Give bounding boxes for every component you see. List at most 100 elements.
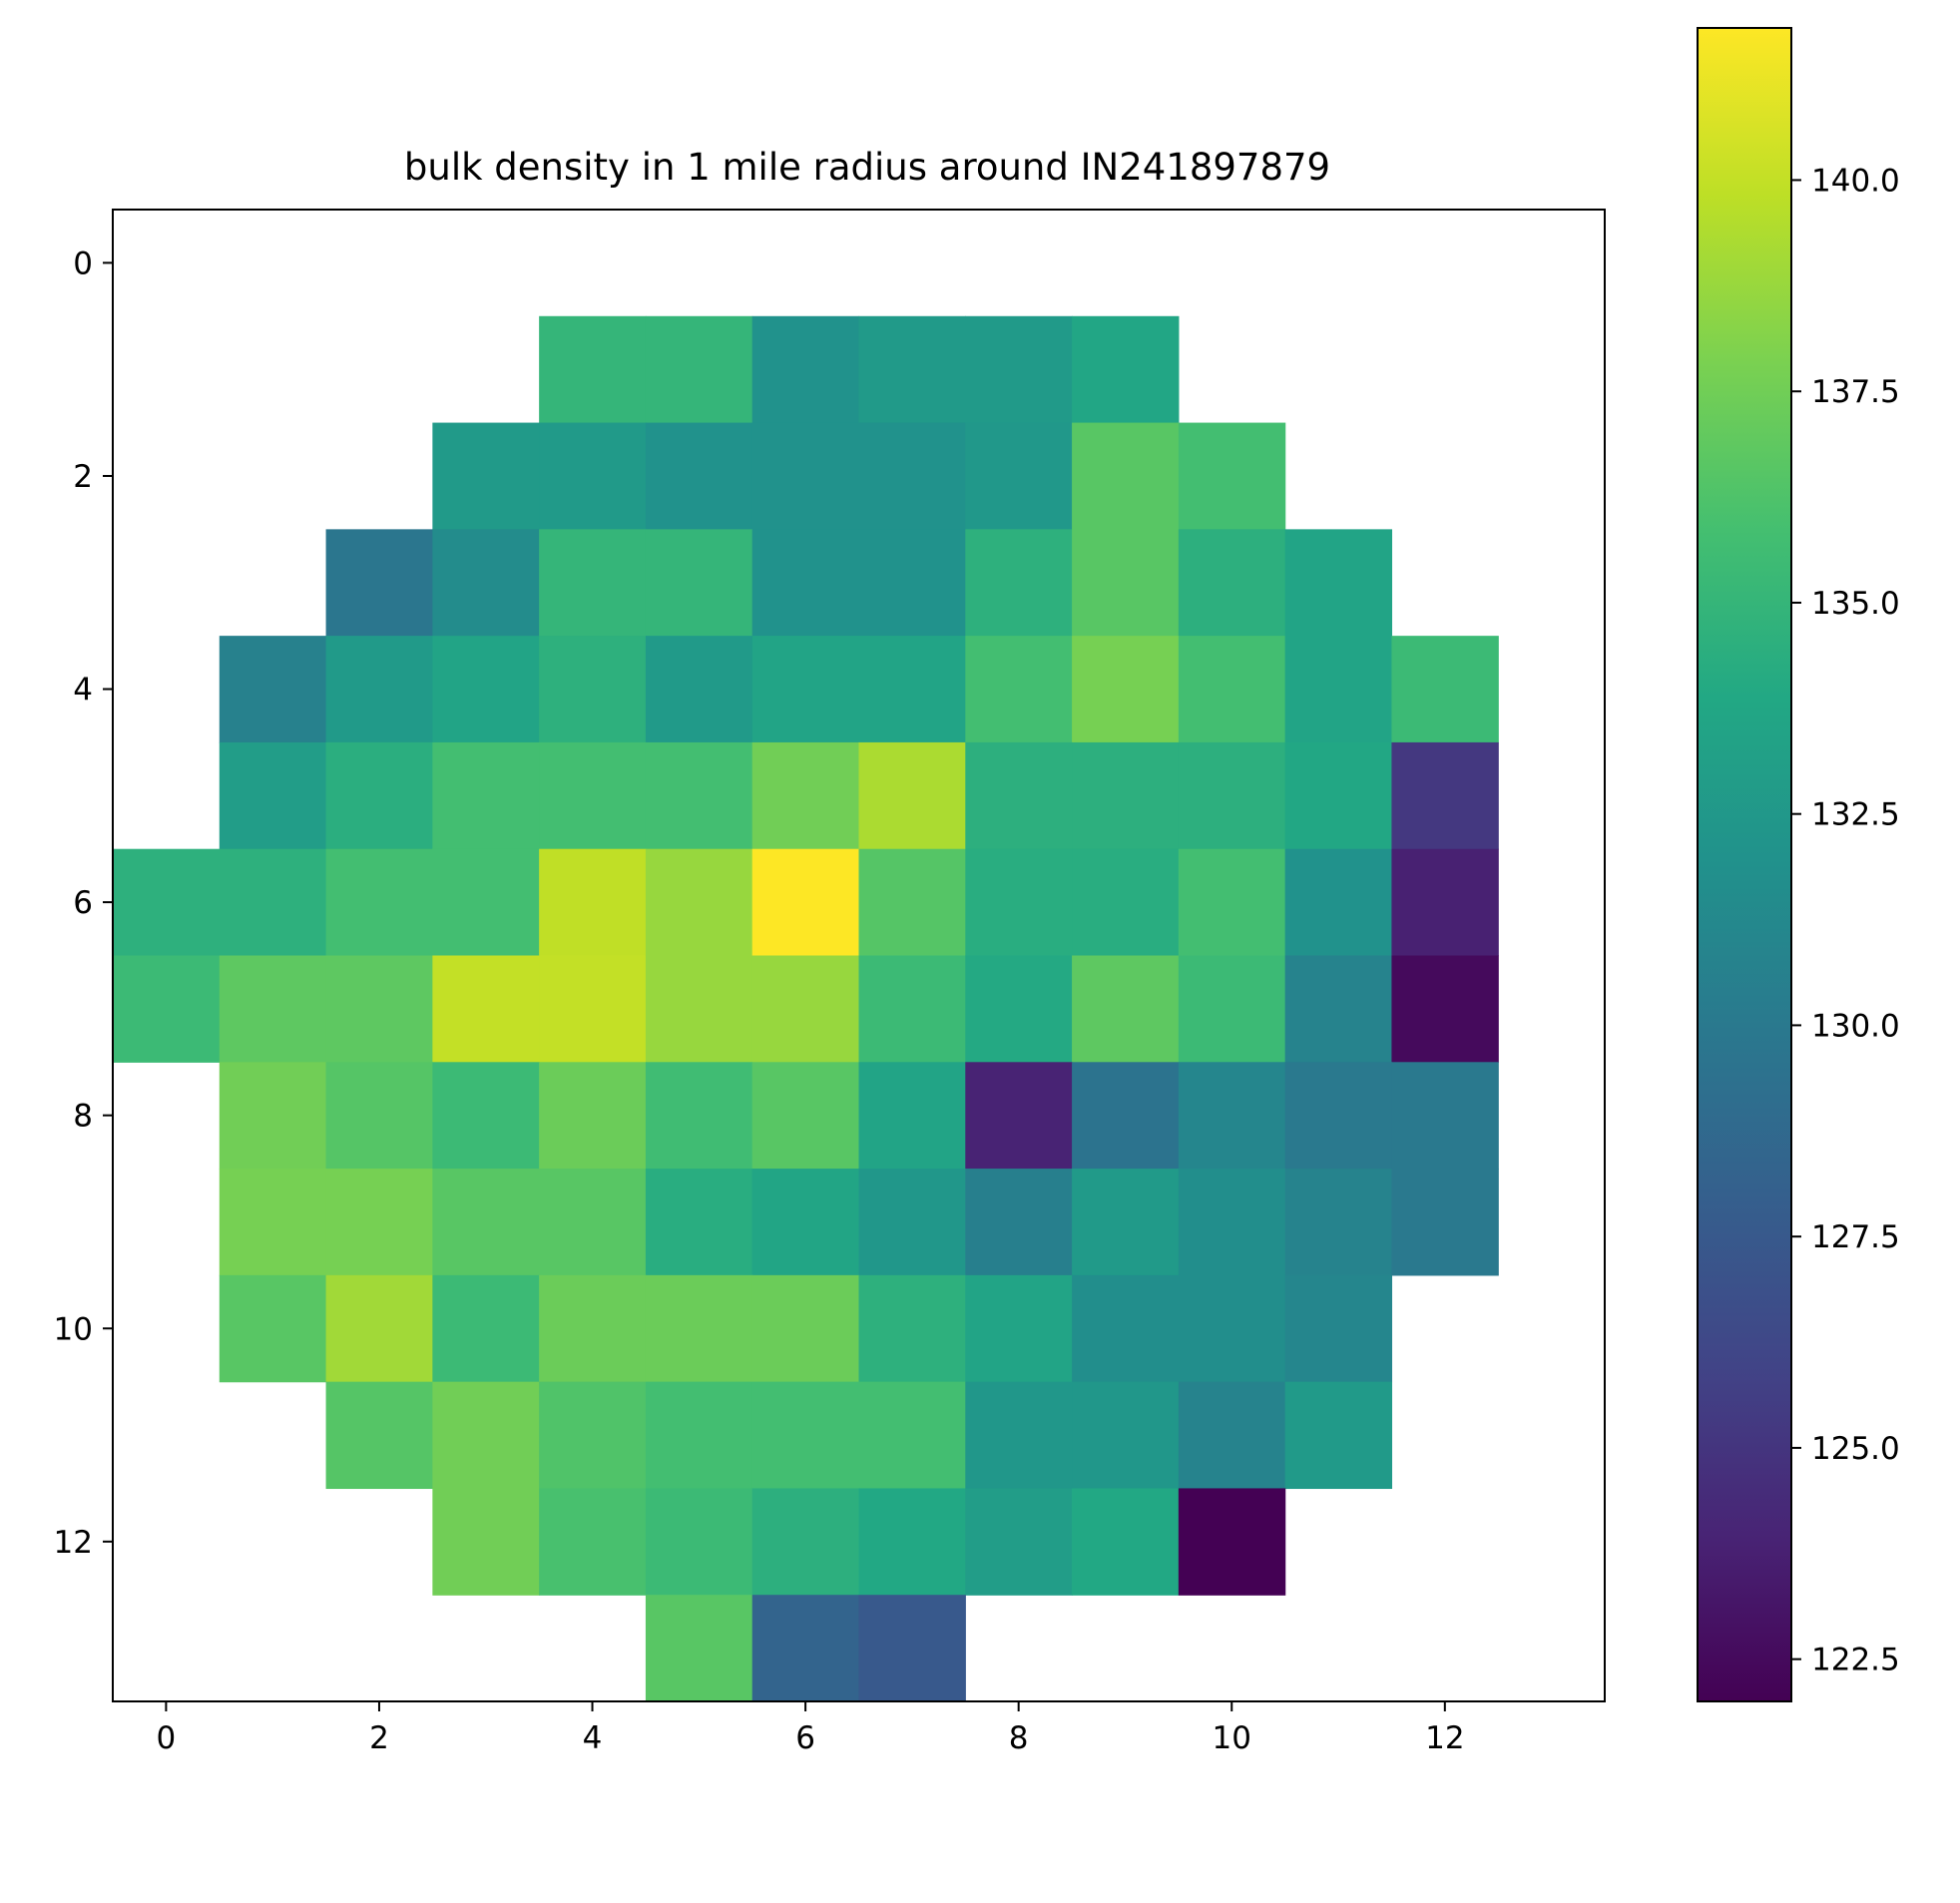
heatmap-cell: [645, 848, 753, 957]
heatmap-cell: [858, 422, 966, 530]
heatmap-cell: [325, 1381, 433, 1490]
heatmap-cell: [432, 848, 540, 957]
heatmap-cell: [965, 1062, 1073, 1170]
heatmap-cell: [1178, 1274, 1286, 1383]
heatmap-cell: [1178, 848, 1286, 957]
heatmap-cell: [645, 1381, 753, 1490]
heatmap-cell: [645, 1595, 753, 1702]
heatmap-cell: [113, 955, 221, 1063]
heatmap-cell: [751, 636, 860, 743]
x-tick-label: 8: [1009, 1720, 1029, 1756]
heatmap-cell: [645, 1169, 753, 1276]
heatmap-cell: [1178, 1062, 1286, 1170]
heatmap-cell: [1391, 1169, 1499, 1276]
heatmap-cell: [1284, 636, 1393, 743]
heatmap-cell: [1284, 1062, 1393, 1170]
heatmap-cell: [965, 1169, 1073, 1276]
heatmap-cell: [751, 741, 860, 850]
heatmap-cell: [645, 422, 753, 530]
heatmap-cell: [1284, 529, 1393, 637]
heatmap-cell: [858, 1274, 966, 1383]
heatmap-cell: [645, 1274, 753, 1383]
y-tick-label: 10: [54, 1311, 93, 1347]
colorbar-tick-label: 140.0: [1811, 163, 1900, 199]
heatmap-cell: [858, 1062, 966, 1170]
heatmap-cell: [219, 955, 327, 1063]
heatmap-cell: [325, 848, 433, 957]
heatmap-cell: [1178, 1488, 1286, 1596]
heatmap-cells: [113, 315, 1499, 1702]
heatmap-cell: [325, 529, 433, 637]
x-tick-label: 10: [1213, 1720, 1251, 1756]
heatmap-cell: [645, 1062, 753, 1170]
heatmap-cell: [645, 529, 753, 637]
heatmap-cell: [1072, 1274, 1180, 1383]
heatmap-cell: [1178, 422, 1286, 530]
heatmap-cell: [432, 1488, 540, 1596]
heatmap-cell: [1284, 741, 1393, 850]
heatmap-cell: [1072, 955, 1180, 1063]
heatmap-cell: [432, 422, 540, 530]
heatmap-cell: [1178, 1381, 1286, 1490]
heatmap-cell: [965, 741, 1073, 850]
heatmap-cell: [1178, 636, 1286, 743]
heatmap-cell: [539, 422, 647, 530]
heatmap-cell: [858, 1595, 966, 1702]
heatmap-cell: [325, 1274, 433, 1383]
heatmap-cell: [858, 315, 966, 424]
heatmap-cell: [325, 1062, 433, 1170]
colorbar-ticks: 122.5 125.0 127.5 130.0 132.5 135.0 137.5 140.0: [1791, 163, 1900, 1678]
x-tick-label: 2: [369, 1720, 389, 1756]
heatmap-cell: [219, 1274, 327, 1383]
colorbar: [1697, 27, 1792, 1702]
heatmap-cell: [1072, 529, 1180, 637]
heatmap-cell: [965, 315, 1073, 424]
y-tick-label: 4: [73, 673, 93, 709]
heatmap-cell: [645, 315, 753, 424]
heatmap-cell: [858, 1381, 966, 1490]
heatmap-cell: [325, 741, 433, 850]
heatmap-cell: [539, 1169, 647, 1276]
heatmap-cell: [1391, 636, 1499, 743]
heatmap-cell: [1391, 955, 1499, 1063]
heatmap-cell: [432, 1274, 540, 1383]
heatmap-cell: [432, 741, 540, 850]
heatmap-cell: [1178, 529, 1286, 637]
heatmap-cell: [1072, 741, 1180, 850]
colorbar-tick-label: 125.0: [1811, 1431, 1900, 1467]
heatmap-cell: [645, 741, 753, 850]
heatmap-cell: [432, 1169, 540, 1276]
heatmap-cell: [858, 848, 966, 957]
heatmap-cell: [539, 955, 647, 1063]
heatmap-cell: [1072, 1488, 1180, 1596]
heatmap-cell: [1072, 636, 1180, 743]
heatmap-cell: [539, 1381, 647, 1490]
heatmap-cell: [1072, 848, 1180, 957]
heatmap-cell: [751, 1274, 860, 1383]
colorbar-tick-label: 127.5: [1811, 1219, 1900, 1255]
heatmap-cell: [751, 315, 860, 424]
heatmap-cell: [325, 636, 433, 743]
heatmap-cell: [751, 1062, 860, 1170]
heatmap-cell: [539, 636, 647, 743]
heatmap-cell: [539, 848, 647, 957]
heatmap-cell: [965, 1488, 1073, 1596]
heatmap-cell: [645, 955, 753, 1063]
colorbar-tick-label: 137.5: [1811, 374, 1900, 410]
x-axis: 0 2 4 6 8 10 12: [157, 1701, 1465, 1756]
heatmap-cell: [539, 1488, 647, 1596]
heatmap-cell: [858, 1488, 966, 1596]
heatmap-cell: [1284, 955, 1393, 1063]
heatmap-cell: [432, 636, 540, 743]
heatmap-cell: [539, 1062, 647, 1170]
heatmap-cell: [1284, 1169, 1393, 1276]
heatmap-cell: [965, 1381, 1073, 1490]
x-tick-label: 0: [157, 1720, 177, 1756]
colorbar-tick-label: 132.5: [1811, 797, 1900, 833]
heatmap-cell: [751, 955, 860, 1063]
heatmap-cell: [113, 848, 221, 957]
x-tick-label: 12: [1425, 1720, 1464, 1756]
heatmap-cell: [965, 848, 1073, 957]
heatmap-cell: [1072, 1062, 1180, 1170]
heatmap-cell: [965, 636, 1073, 743]
